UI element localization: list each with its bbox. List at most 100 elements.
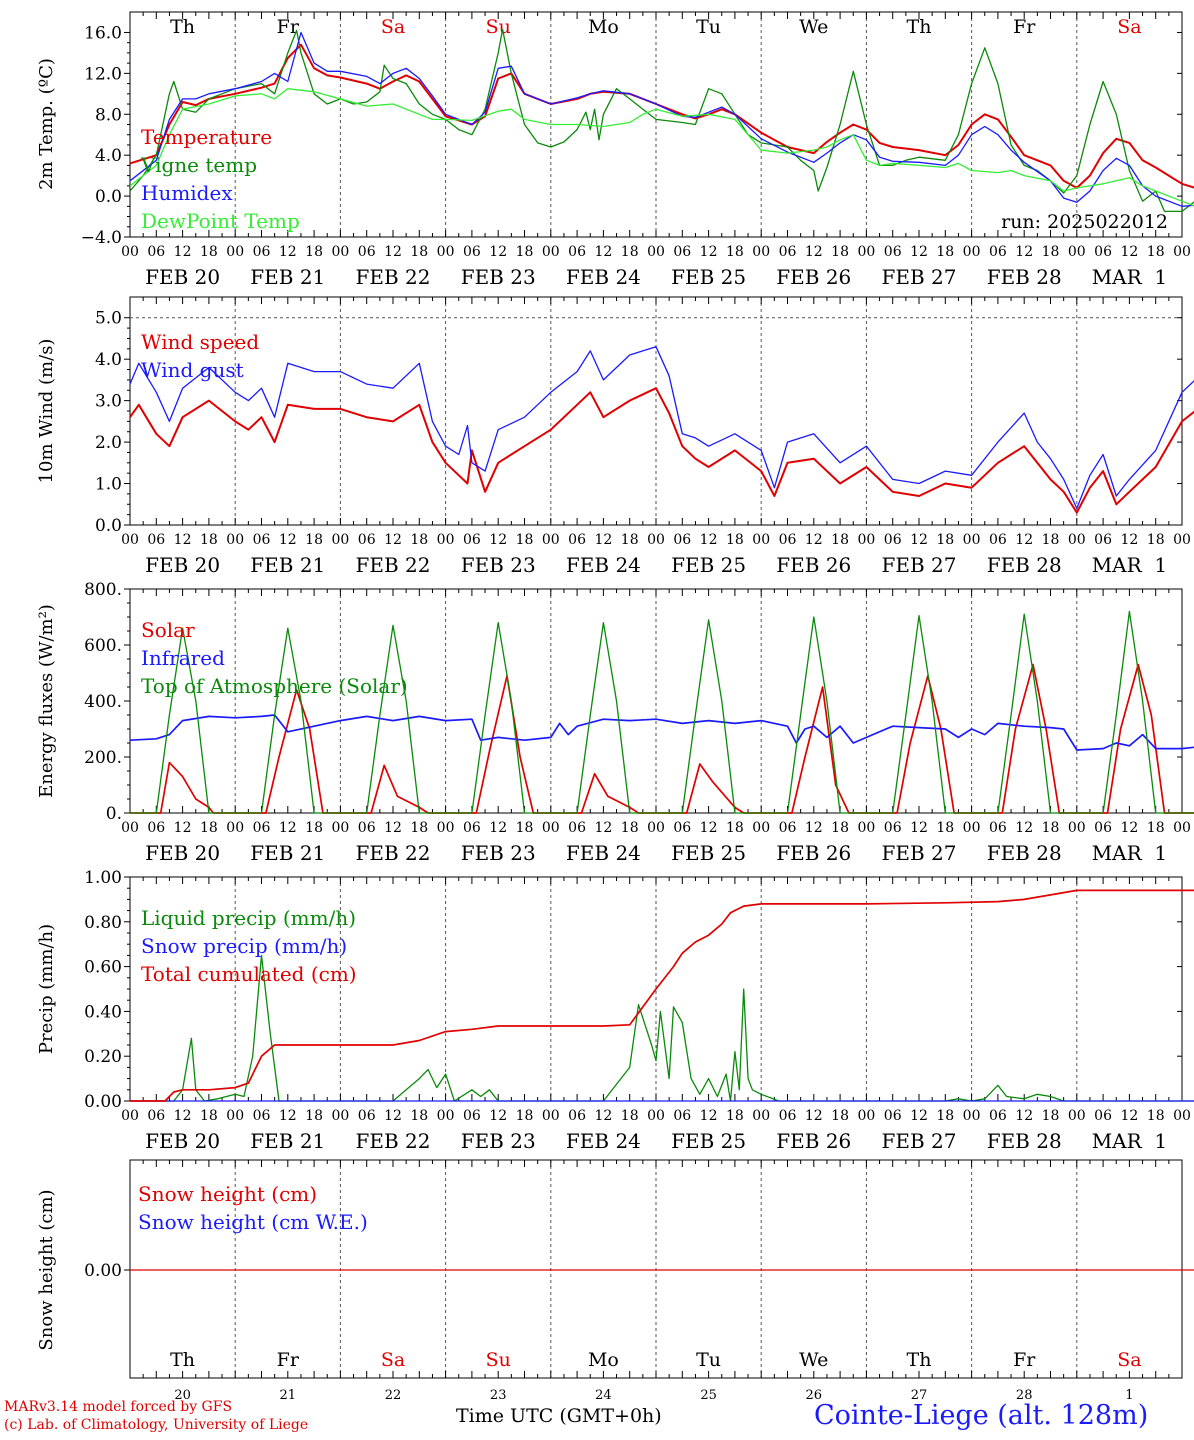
hour-label: 18 <box>516 820 534 836</box>
hour-label: 12 <box>805 820 823 836</box>
date-label: MAR 1 <box>1092 841 1167 865</box>
hour-label: 12 <box>700 820 718 836</box>
series-line-2 <box>130 1100 1194 1102</box>
date-label: FEB 27 <box>882 553 957 577</box>
date-label: FEB 21 <box>250 841 325 865</box>
hour-label: 18 <box>936 1108 954 1124</box>
hour-label: 00 <box>331 244 349 260</box>
y-tick-label: 0.0 <box>95 516 122 536</box>
hour-label: 12 <box>805 1108 823 1124</box>
day-number-label: 28 <box>1016 1388 1033 1403</box>
hour-label: 06 <box>463 532 481 548</box>
hour-label: 00 <box>331 1108 349 1124</box>
hour-label: 12 <box>174 820 192 836</box>
hour-label: 12 <box>489 532 507 548</box>
hour-label: 06 <box>779 532 797 548</box>
hour-label: 18 <box>1042 532 1060 548</box>
date-label: FEB 24 <box>566 553 641 577</box>
hour-label: 12 <box>489 244 507 260</box>
hour-label: 06 <box>673 820 691 836</box>
hour-label: 18 <box>200 244 218 260</box>
hour-label: 06 <box>147 1108 165 1124</box>
panel-1: −4.0 0.0 4.0 8.0 12.0 16.0 2m Temp. (ºC) 00 06 12… <box>36 11 1194 289</box>
date-label: FEB 21 <box>250 265 325 289</box>
legend-entry: Temperature <box>141 125 272 149</box>
date-label: FEB 23 <box>461 1129 536 1153</box>
date-label: FEB 25 <box>671 265 746 289</box>
hour-label: 12 <box>1120 1108 1138 1124</box>
hour-label: 00 <box>1068 1108 1086 1124</box>
hour-label: 18 <box>621 244 639 260</box>
hour-label: 00 <box>226 1108 244 1124</box>
hour-label: 12 <box>1120 532 1138 548</box>
hour-label: 00 <box>1068 244 1086 260</box>
hour-label: 00 <box>963 244 981 260</box>
model-credit: MARv3.14 model forced by GFS (c) Lab. of… <box>4 1398 308 1434</box>
date-label: FEB 25 <box>671 553 746 577</box>
date-label: FEB 27 <box>882 841 957 865</box>
date-label: FEB 20 <box>145 1129 220 1153</box>
weekday-label: Tu <box>696 1349 721 1371</box>
weekday-label: Sa <box>1117 16 1141 38</box>
hour-label: 12 <box>594 1108 612 1124</box>
y-axis-label: 2m Temp. (ºC) <box>36 58 57 190</box>
hour-label: 18 <box>1042 244 1060 260</box>
hour-label: 00 <box>857 244 875 260</box>
date-label: FEB 26 <box>776 1129 851 1153</box>
date-label: FEB 26 <box>776 265 851 289</box>
lab-line: (c) Lab. of Climatology, University of L… <box>4 1417 309 1433</box>
hour-label: 12 <box>700 244 718 260</box>
date-label: FEB 22 <box>356 1129 431 1153</box>
date-label: FEB 26 <box>776 841 851 865</box>
date-label: MAR 1 <box>1092 1129 1167 1153</box>
date-label: FEB 24 <box>566 265 641 289</box>
hour-label: 00 <box>647 532 665 548</box>
hour-label: 06 <box>779 244 797 260</box>
legend-entry: Vigne temp <box>140 153 257 177</box>
hour-label: 06 <box>253 820 271 836</box>
date-label: FEB 27 <box>882 1129 957 1153</box>
weekday-label: Tu <box>696 16 721 38</box>
weekday-label: Sa <box>381 1349 405 1371</box>
y-axis-label: Snow height (cm) <box>36 1189 57 1350</box>
panel-3: 0. 200. 400. 600. 800. Energy fluxes (W/m²) 00… <box>36 580 1194 865</box>
hour-label: 18 <box>200 1108 218 1124</box>
hour-label: 06 <box>1094 244 1112 260</box>
series-line-2 <box>129 714 1194 751</box>
hour-label: 00 <box>1068 820 1086 836</box>
hour-label: 18 <box>410 244 428 260</box>
y-tick-label: 0.0 <box>95 187 122 207</box>
hour-label: 12 <box>384 532 402 548</box>
hour-label: 06 <box>568 820 586 836</box>
series-line-3 <box>130 889 1194 1102</box>
hour-label: 18 <box>410 532 428 548</box>
hour-label: 18 <box>831 532 849 548</box>
weekday-label: Th <box>907 1349 932 1371</box>
hour-label: 00 <box>437 820 455 836</box>
hour-label: 12 <box>1120 244 1138 260</box>
weekday-label: Fr <box>1013 1349 1036 1371</box>
hour-label: 06 <box>779 820 797 836</box>
hour-label: 00 <box>542 1108 560 1124</box>
hour-label: 12 <box>805 244 823 260</box>
legend-entry: Wind speed <box>141 330 259 354</box>
weekday-label: Fr <box>277 1349 300 1371</box>
weekday-label: Mo <box>588 1349 619 1371</box>
hour-label: 00 <box>857 1108 875 1124</box>
date-label: FEB 22 <box>356 841 431 865</box>
hour-label: 12 <box>910 244 928 260</box>
hour-label: 18 <box>516 244 534 260</box>
hour-label: 06 <box>884 532 902 548</box>
station-label: Cointe-Liege (alt. 128m) <box>814 1400 1149 1431</box>
hour-label: 18 <box>831 244 849 260</box>
day-number-label: 21 <box>280 1388 297 1403</box>
hour-label: 00 <box>1173 820 1191 836</box>
date-label: FEB 23 <box>461 265 536 289</box>
y-tick-label: 16.0 <box>84 23 122 43</box>
hour-label: 06 <box>1094 532 1112 548</box>
y-tick-label: 0.00 <box>84 1261 122 1281</box>
legend-entry: Snow precip (mm/h) <box>141 934 347 958</box>
date-label: FEB 27 <box>882 265 957 289</box>
hour-label: 00 <box>963 1108 981 1124</box>
hour-label: 00 <box>437 532 455 548</box>
